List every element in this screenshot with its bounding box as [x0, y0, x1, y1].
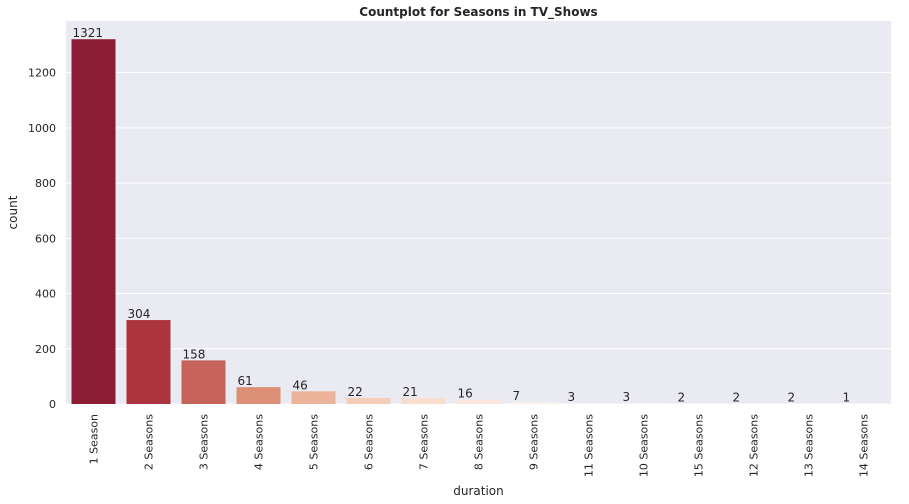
plot-area [66, 21, 891, 404]
bar [456, 399, 501, 404]
x-tick-label: 14 Seasons [858, 414, 871, 477]
x-tick-label: 12 Seasons [748, 414, 761, 477]
x-tick-label: 10 Seasons [638, 414, 651, 477]
data-label: 304 [128, 307, 151, 321]
x-tick-label: 5 Seasons [308, 414, 321, 470]
x-tick-label: 4 Seasons [253, 414, 266, 470]
data-label: 2 [788, 390, 796, 404]
x-tick-label: 1 Season [88, 414, 101, 464]
bar [621, 403, 666, 404]
data-label: 21 [403, 385, 418, 399]
y-tick-label: 600 [35, 232, 56, 245]
bar [236, 387, 281, 404]
y-tick-label: 800 [35, 177, 56, 190]
x-axis-label: duration [453, 484, 504, 498]
x-tick-label: 8 Seasons [473, 414, 486, 470]
data-label: 3 [623, 390, 631, 404]
x-tick-label: 11 Seasons [583, 414, 596, 477]
data-label: 1321 [73, 26, 104, 40]
bar [401, 398, 446, 404]
bar [181, 360, 226, 404]
bar [71, 39, 116, 404]
x-tick-label: 15 Seasons [693, 414, 706, 477]
x-tick-label: 2 Seasons [143, 414, 156, 470]
chart-title: Countplot for Seasons in TV_Shows [359, 5, 597, 20]
bar [676, 403, 721, 404]
bar [126, 320, 171, 404]
bar [346, 397, 391, 404]
data-label: 46 [293, 378, 308, 392]
x-axis-ticks: 1 Season 2 Seasons 3 Seasons 4 Seasons 5 Sea… [88, 414, 871, 477]
x-tick-label: 3 Seasons [198, 414, 211, 470]
y-tick-label: 200 [35, 343, 56, 356]
data-label: 2 [733, 390, 741, 404]
y-axis-label: count [6, 195, 20, 229]
data-label: 2 [678, 390, 686, 404]
data-label: 1 [843, 391, 851, 405]
bar [731, 403, 776, 404]
bar [786, 403, 831, 404]
x-tick-label: 9 Seasons [528, 414, 541, 470]
data-label: 16 [458, 387, 473, 401]
data-label: 22 [348, 385, 363, 399]
x-tick-label: 7 Seasons [418, 414, 431, 470]
x-tick-label: 13 Seasons [803, 414, 816, 477]
y-tick-label: 1200 [28, 67, 56, 80]
data-label: 61 [238, 374, 253, 388]
y-tick-label: 0 [49, 398, 56, 411]
x-tick-label: 6 Seasons [363, 414, 376, 470]
bar [566, 403, 611, 404]
data-label: 7 [513, 389, 521, 403]
data-label: 158 [183, 347, 206, 361]
y-axis-ticks: 0 200 400 600 800 1000 1200 [28, 67, 56, 411]
bar [291, 391, 336, 404]
y-tick-label: 1000 [28, 122, 56, 135]
y-tick-label: 400 [35, 288, 56, 301]
data-label: 3 [568, 390, 576, 404]
bar [511, 402, 556, 404]
bars [71, 39, 886, 404]
